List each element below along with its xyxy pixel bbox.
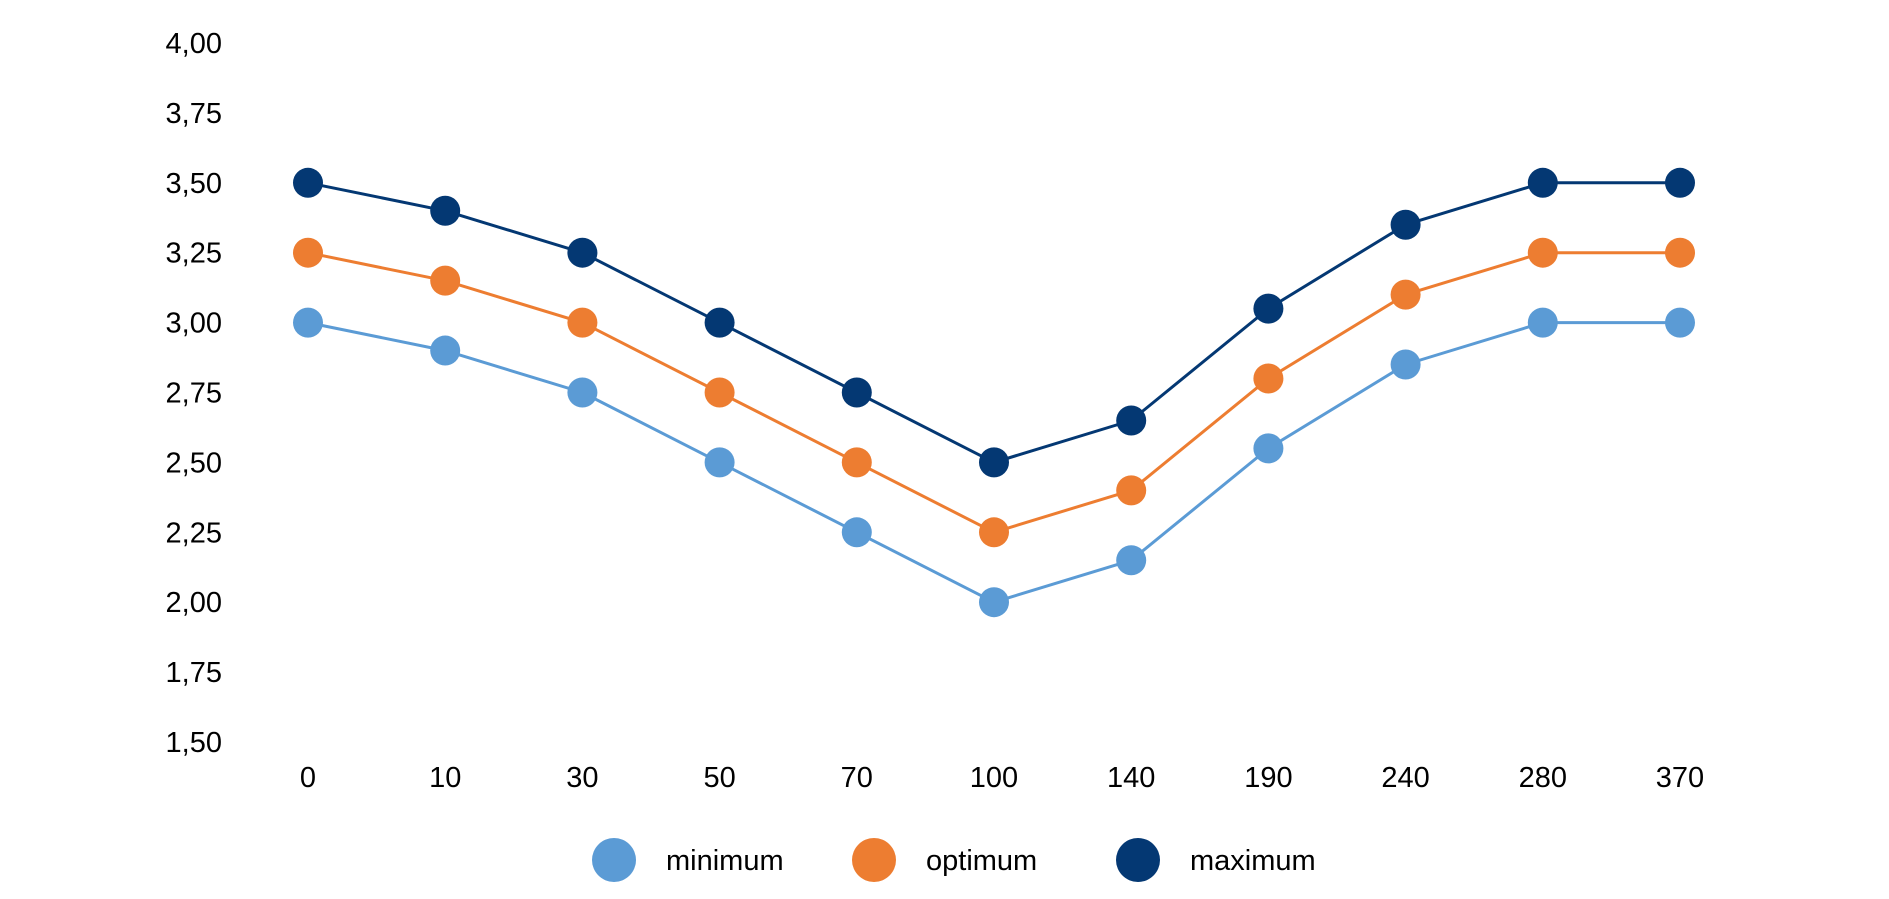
x-tick-label: 280 — [1519, 762, 1567, 794]
series-line-maximum — [307, 181, 1680, 464]
data-point-minimum — [293, 307, 323, 338]
data-point-minimum — [1665, 307, 1695, 338]
legend: minimum optimum maximum — [592, 838, 1316, 882]
data-point-maximum — [1253, 293, 1284, 324]
legend-label-minimum: minimum — [666, 845, 784, 877]
y-tick-label: 2,00 — [166, 587, 222, 619]
data-point-maximum — [841, 377, 872, 408]
series-line-optimum — [307, 251, 1680, 534]
data-point-optimum — [704, 377, 735, 408]
x-tick-label: 10 — [429, 762, 461, 794]
y-tick-label: 1,50 — [166, 727, 222, 759]
data-point-optimum — [1665, 237, 1695, 268]
y-tick-label: 4,00 — [166, 28, 222, 60]
x-tick-label: 0 — [300, 762, 316, 794]
x-tick-label: 30 — [566, 762, 598, 794]
x-axis-ticks: 0 10 30 50 70 100 140 190 240 280 370 — [300, 762, 1704, 794]
legend-marker-maximum — [1116, 838, 1160, 882]
legend-marker-minimum — [592, 838, 636, 882]
y-tick-label: 1,75 — [166, 657, 222, 689]
x-tick-label: 100 — [970, 762, 1018, 794]
y-tick-label: 2,50 — [166, 447, 222, 479]
x-tick-label: 240 — [1381, 762, 1429, 794]
data-point-minimum — [430, 335, 461, 366]
data-point-optimum — [293, 237, 323, 268]
data-point-optimum — [841, 447, 872, 478]
x-tick-label: 140 — [1107, 762, 1155, 794]
data-point-maximum — [567, 237, 598, 268]
data-point-maximum — [979, 447, 1009, 478]
x-tick-label: 70 — [841, 762, 873, 794]
data-point-maximum — [1116, 405, 1147, 436]
data-point-minimum — [1116, 545, 1147, 576]
data-point-minimum — [1390, 349, 1421, 380]
data-point-minimum — [567, 377, 598, 408]
data-point-optimum — [1253, 363, 1284, 394]
x-tick-label: 370 — [1656, 762, 1704, 794]
data-point-maximum — [293, 167, 323, 198]
x-tick-label: 190 — [1244, 762, 1292, 794]
data-point-optimum — [1390, 279, 1421, 310]
data-point-minimum — [704, 447, 735, 478]
x-tick-label: 50 — [703, 762, 735, 794]
y-tick-label: 3,00 — [166, 308, 222, 340]
series-points — [293, 167, 1695, 618]
data-point-optimum — [979, 517, 1009, 548]
data-point-minimum — [979, 587, 1009, 618]
data-point-maximum — [704, 307, 735, 338]
data-point-minimum — [1527, 307, 1558, 338]
data-point-minimum — [841, 517, 872, 548]
data-point-optimum — [430, 265, 461, 296]
y-tick-label: 2,75 — [166, 378, 222, 410]
y-axis-ticks: 1,50 1,75 2,00 2,25 2,50 2,75 3,00 3,25 3,50 3,75… — [166, 28, 222, 759]
data-point-maximum — [1390, 209, 1421, 240]
data-point-optimum — [1116, 475, 1147, 506]
y-tick-label: 2,25 — [166, 517, 222, 549]
data-point-optimum — [1527, 237, 1558, 268]
data-point-optimum — [567, 307, 598, 338]
data-point-minimum — [1253, 433, 1284, 464]
y-tick-label: 3,50 — [166, 168, 222, 200]
data-point-maximum — [430, 195, 461, 226]
y-tick-label: 3,25 — [166, 238, 222, 270]
legend-marker-optimum — [852, 838, 896, 882]
legend-label-optimum: optimum — [926, 845, 1037, 877]
data-point-maximum — [1665, 167, 1695, 198]
data-point-maximum — [1527, 167, 1558, 198]
y-tick-label: 3,75 — [166, 98, 222, 130]
legend-label-maximum: maximum — [1190, 845, 1316, 877]
